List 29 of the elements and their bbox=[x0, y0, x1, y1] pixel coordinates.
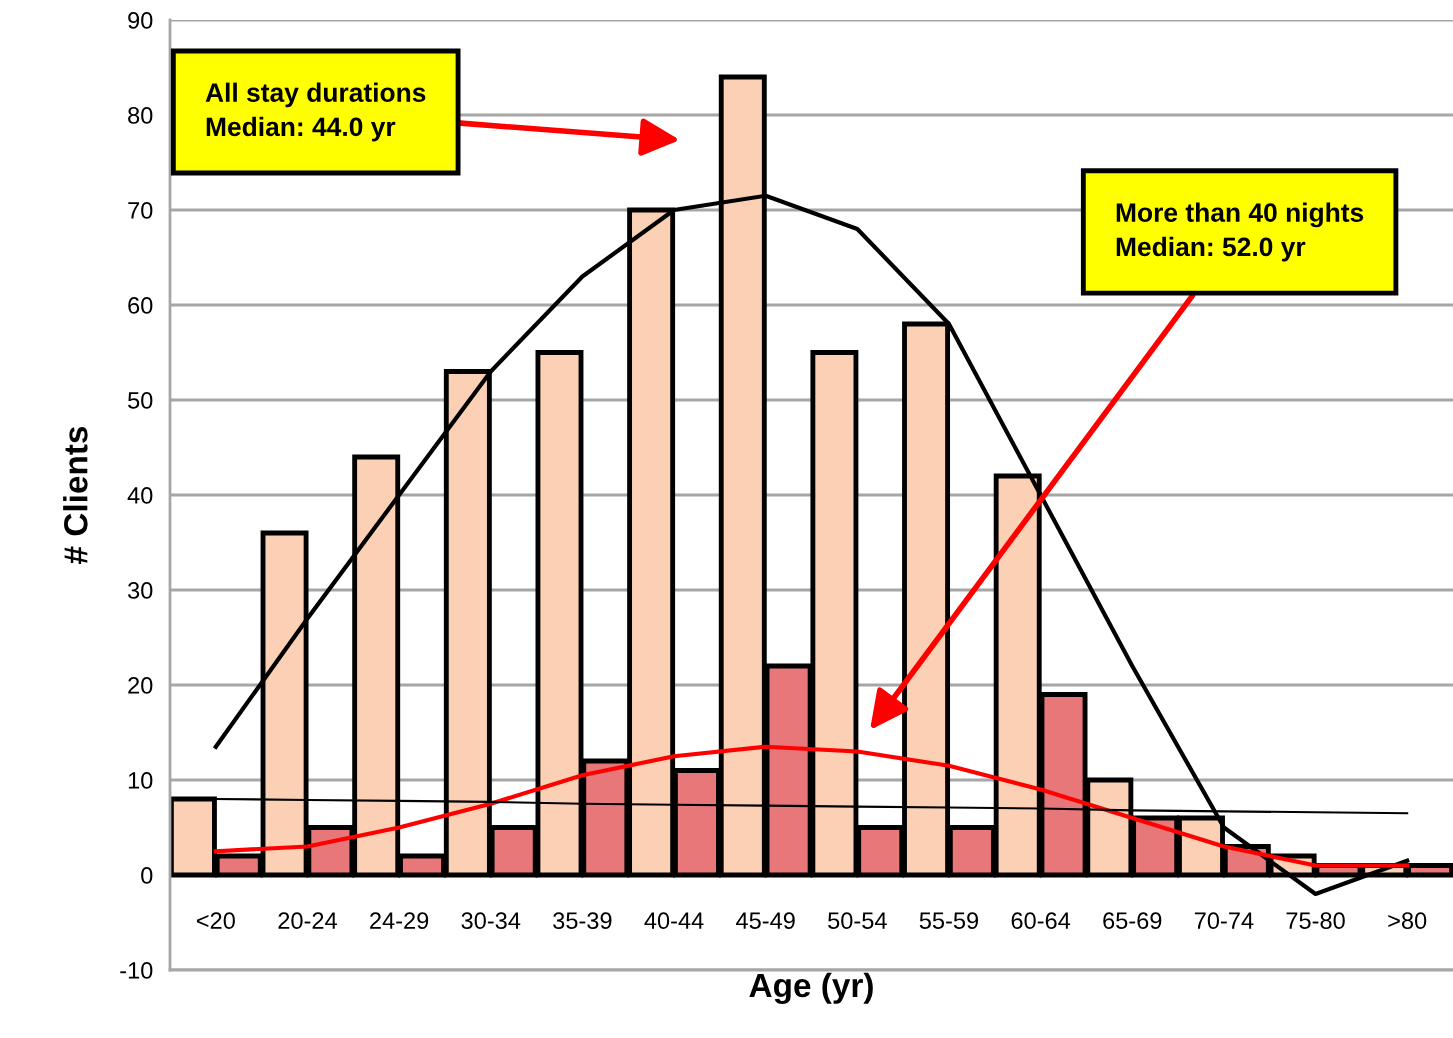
y-axis-title: # Clients bbox=[63, 426, 88, 564]
y-tick-label: 10 bbox=[128, 772, 153, 789]
y-tick-label: 20 bbox=[128, 677, 153, 694]
y-tick-label: 30 bbox=[127, 582, 153, 599]
x-tick-label: 24-29 bbox=[370, 912, 429, 930]
x-tick-label: 75-80 bbox=[1286, 912, 1345, 930]
x-tick-label: 70-74 bbox=[1194, 912, 1254, 930]
y-tick-label: 90 bbox=[128, 12, 153, 29]
x-tick-label: 60-64 bbox=[1011, 912, 1071, 930]
x-tick-label: 30-34 bbox=[461, 912, 521, 930]
x-tick-label: 40-44 bbox=[644, 912, 704, 930]
y-tick-label: 70 bbox=[128, 202, 153, 219]
x-tick-label: >80 bbox=[1388, 912, 1427, 930]
y-tick-label: 40 bbox=[127, 487, 153, 504]
x-tick-label: <20 bbox=[196, 912, 235, 930]
y-tick-label: 80 bbox=[128, 107, 153, 124]
x-tick-label: 45-49 bbox=[736, 912, 795, 930]
annotation: More than 40 nights Median: 52.0 yr bbox=[1116, 202, 1364, 262]
y-tick-label: 60 bbox=[128, 297, 153, 314]
y-tick-label: 0 bbox=[141, 867, 153, 884]
x-tick-label: 65-69 bbox=[1103, 912, 1162, 930]
x-tick-label: 35-39 bbox=[553, 912, 612, 930]
y-tick-label: -10 bbox=[120, 962, 153, 979]
x-axis-title: Age (yr) bbox=[749, 972, 873, 1004]
x-tick-label: 55-59 bbox=[919, 912, 979, 930]
x-tick-label: 20-24 bbox=[278, 912, 337, 930]
annotation: All stay durations Median: 44.0 yr bbox=[205, 82, 426, 142]
x-tick-label: 50-54 bbox=[828, 912, 887, 930]
y-tick-label: 50 bbox=[128, 392, 153, 409]
